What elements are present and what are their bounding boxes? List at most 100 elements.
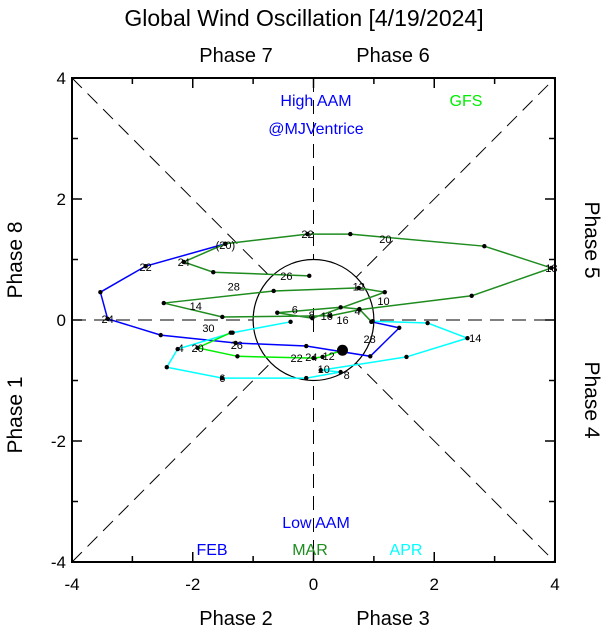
series-point-mar bbox=[275, 310, 280, 315]
series-point-apr bbox=[425, 320, 430, 326]
series-point-apr bbox=[370, 319, 375, 324]
day-label-feb: 22 bbox=[140, 262, 152, 274]
day-label-apr: 10 bbox=[318, 364, 330, 376]
day-label-feb: 26 bbox=[231, 340, 243, 352]
series-point-apr bbox=[220, 375, 225, 381]
phase-3-label: Phase 3 bbox=[356, 608, 429, 630]
series-point-feb bbox=[397, 325, 402, 331]
x-tick-label: 4 bbox=[550, 575, 559, 594]
series-point-mar bbox=[271, 288, 276, 294]
phase-8-label: Phase 8 bbox=[4, 221, 27, 298]
low-aam-label: Low AAM bbox=[282, 515, 350, 532]
phase-5-label: Phase 5 bbox=[580, 201, 603, 278]
series-point-feb bbox=[233, 340, 238, 346]
day-label-mar: 20 bbox=[379, 234, 391, 246]
day-label-apr: 16 bbox=[336, 315, 348, 327]
legend-gfs: GFS bbox=[450, 93, 483, 110]
series-point-mar bbox=[211, 270, 216, 275]
day-label-mar: 24 bbox=[178, 257, 190, 269]
series-point-feb bbox=[143, 263, 148, 269]
day-label-mar: 8 bbox=[309, 310, 315, 322]
day-label-apr: 6 bbox=[219, 373, 225, 385]
high-aam-label: High AAM bbox=[280, 93, 351, 110]
y-tick-label: -2 bbox=[51, 432, 66, 451]
legend-mar: MAR bbox=[292, 542, 328, 559]
series-point-mar bbox=[223, 241, 228, 246]
series-point-apr bbox=[318, 368, 323, 373]
x-tick-label: 2 bbox=[430, 575, 439, 594]
series-point-mar bbox=[220, 314, 225, 320]
day-label-mar: 30 bbox=[202, 323, 214, 335]
series-point-mar bbox=[348, 231, 353, 237]
series-line-feb bbox=[99, 243, 401, 358]
series-point-mar bbox=[482, 243, 487, 249]
y-tick-label: 4 bbox=[57, 69, 66, 88]
day-label-apr: 12 bbox=[322, 351, 334, 363]
series-point-mar bbox=[328, 313, 333, 318]
current-point-marker bbox=[336, 344, 348, 356]
day-label-apr: 14 bbox=[469, 333, 481, 345]
legend-apr: APR bbox=[390, 542, 423, 559]
x-tick-label: 0 bbox=[309, 575, 318, 594]
y-tick-label: 0 bbox=[57, 311, 66, 330]
day-label-mar: 14 bbox=[190, 301, 202, 313]
legend-feb: FEB bbox=[196, 542, 227, 559]
series-point-mar bbox=[357, 307, 362, 312]
series-point-mar bbox=[356, 285, 361, 291]
series-point-mar bbox=[305, 231, 310, 237]
series-point-apr bbox=[304, 375, 309, 381]
series-point-mar bbox=[549, 265, 554, 271]
x-tick-label: -2 bbox=[185, 575, 200, 594]
day-label-apr: 4 bbox=[178, 343, 184, 355]
series-point-apr bbox=[288, 319, 293, 325]
y-tick-label: 2 bbox=[57, 190, 66, 209]
phase-4-label: Phase 4 bbox=[580, 361, 603, 438]
series-point-gfs bbox=[311, 355, 316, 361]
series-point-apr bbox=[404, 354, 409, 360]
series-line-apr bbox=[165, 320, 470, 379]
x-tick-label: -4 bbox=[64, 575, 79, 594]
series-point-mar bbox=[469, 293, 474, 298]
phase-2-label: Phase 2 bbox=[199, 608, 272, 630]
phase-7-label: Phase 7 bbox=[199, 45, 272, 67]
day-label-gfs: 24 bbox=[305, 352, 317, 364]
series-point-gfs bbox=[195, 345, 200, 351]
day-label-mar: 6 bbox=[292, 305, 298, 317]
phase-1-label: Phase 1 bbox=[4, 376, 27, 453]
day-label-mar: 12 bbox=[353, 282, 365, 294]
series-point-mar bbox=[382, 289, 387, 295]
series-line-gfs bbox=[195, 332, 343, 359]
phase-6-label: Phase 6 bbox=[356, 45, 429, 67]
series-point-apr bbox=[175, 346, 180, 352]
series-point-mar bbox=[307, 273, 312, 279]
day-label-mar: 28 bbox=[228, 282, 240, 294]
day-label-gfs: 20 bbox=[191, 343, 203, 355]
series-point-mar bbox=[181, 259, 186, 265]
series-point-gfs bbox=[228, 330, 233, 335]
day-label-mar: 4 bbox=[355, 306, 361, 318]
series-point-mar bbox=[310, 315, 315, 321]
series-point-apr bbox=[465, 335, 470, 341]
day-label-mar: 26 bbox=[280, 271, 292, 283]
series-point-feb bbox=[105, 316, 110, 321]
credit-label: @MJVentrice bbox=[268, 121, 363, 138]
day-label-apr: 8 bbox=[344, 370, 350, 382]
series-point-mar bbox=[161, 300, 166, 306]
day-label-feb: 28 bbox=[364, 334, 376, 346]
day-label-feb: 24 bbox=[101, 314, 113, 326]
y-tick-label: -4 bbox=[51, 553, 66, 572]
series-point-apr bbox=[164, 364, 169, 370]
series-point-feb bbox=[158, 332, 163, 338]
series-point-gfs bbox=[320, 354, 325, 360]
day-label-mar: 18 bbox=[545, 263, 557, 275]
series-point-feb bbox=[304, 343, 309, 349]
day-label-feb: (20) bbox=[216, 240, 236, 252]
day-label-mar: 10 bbox=[377, 296, 389, 308]
series-point-mar bbox=[338, 305, 343, 310]
series-point-apr bbox=[338, 369, 343, 375]
chart-title: Global Wind Oscillation [4/19/2024] bbox=[124, 5, 483, 31]
series-point-gfs bbox=[235, 354, 240, 359]
series-point-feb bbox=[98, 289, 103, 295]
